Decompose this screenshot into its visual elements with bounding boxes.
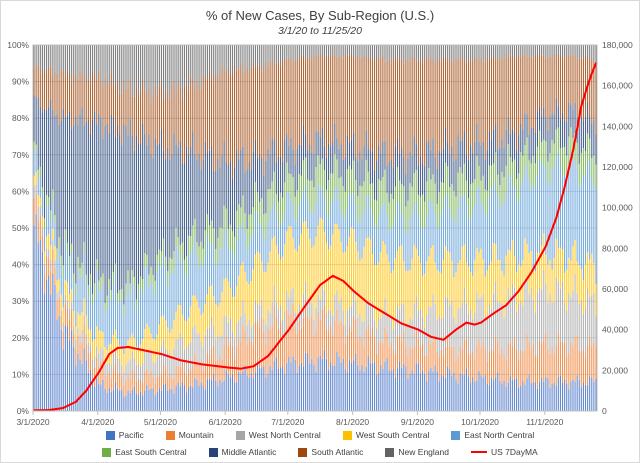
svg-text:60%: 60% — [12, 186, 29, 196]
svg-text:11/1/2020: 11/1/2020 — [526, 417, 563, 427]
legend-color-swatch — [165, 430, 175, 440]
chart-title: % of New Cases, By Sub-Region (U.S.) — [205, 8, 435, 23]
legend-item-east-south-central: East South Central — [102, 447, 187, 457]
svg-text:180,000: 180,000 — [602, 40, 633, 50]
chart-subtitle: 3/1/20 to 11/25/20 — [278, 25, 362, 37]
svg-text:140,000: 140,000 — [602, 121, 633, 131]
legend-color-swatch — [342, 430, 352, 440]
svg-text:0: 0 — [602, 406, 607, 416]
legend-label: Mountain — [178, 430, 214, 440]
legend-label: US 7DayMA — [490, 447, 538, 457]
svg-text:6/1/2020: 6/1/2020 — [209, 417, 242, 427]
legend-color-swatch — [102, 447, 112, 457]
legend-label: West North Central — [248, 430, 321, 440]
legend-label: West South Central — [355, 430, 430, 440]
svg-text:40%: 40% — [12, 260, 29, 270]
chart-legend-row-2: East South Central Middle Atlantic South A… — [1, 447, 639, 457]
svg-text:40,000: 40,000 — [602, 325, 628, 335]
svg-text:100%: 100% — [7, 40, 29, 50]
svg-text:5/1/2020: 5/1/2020 — [144, 417, 177, 427]
legend-color-swatch — [385, 447, 395, 457]
legend-color-swatch — [451, 430, 461, 440]
svg-text:120,000: 120,000 — [602, 162, 633, 172]
svg-text:7/1/2020: 7/1/2020 — [271, 417, 304, 427]
legend-color-swatch — [208, 447, 218, 457]
svg-text:80%: 80% — [12, 113, 29, 123]
svg-text:30%: 30% — [12, 296, 29, 306]
legend-item-west-south-central: West South Central — [342, 430, 430, 440]
legend-label: East South Central — [115, 447, 187, 457]
svg-text:90%: 90% — [12, 77, 29, 87]
legend-item-mountain: Mountain — [165, 430, 214, 440]
svg-text:80,000: 80,000 — [602, 243, 628, 253]
svg-text:9/1/2020: 9/1/2020 — [401, 417, 434, 427]
chart-legend-row-1: Pacific Mountain West North Central West So… — [1, 430, 639, 440]
svg-text:3/1/2020: 3/1/2020 — [16, 417, 49, 427]
svg-text:8/1/2020: 8/1/2020 — [336, 417, 369, 427]
svg-text:70%: 70% — [12, 150, 29, 160]
svg-text:4/1/2020: 4/1/2020 — [81, 417, 114, 427]
svg-text:0%: 0% — [17, 406, 30, 416]
legend-color-swatch — [235, 430, 245, 440]
legend-item-us-7dayma: US 7DayMA — [470, 447, 538, 457]
legend-line-swatch — [470, 451, 487, 453]
legend-item-middle-atlantic: Middle Atlantic — [208, 447, 277, 457]
legend-label: Pacific — [118, 430, 144, 440]
svg-text:10/1/2020: 10/1/2020 — [461, 417, 499, 427]
svg-text:20%: 20% — [12, 333, 29, 343]
legend-item-new-england: New England — [385, 447, 449, 457]
svg-text:60,000: 60,000 — [602, 284, 628, 294]
legend-item-south-atlantic: South Atlantic — [298, 447, 363, 457]
svg-text:100,000: 100,000 — [602, 203, 633, 213]
svg-text:50%: 50% — [12, 223, 29, 233]
legend-item-west-north-central: West North Central — [235, 430, 321, 440]
legend-label: New England — [398, 447, 449, 457]
legend-color-swatch — [105, 430, 115, 440]
legend-label: Middle Atlantic — [221, 447, 277, 457]
legend-item-pacific: Pacific — [105, 430, 144, 440]
svg-text:10%: 10% — [12, 369, 29, 379]
svg-text:20,000: 20,000 — [602, 365, 628, 375]
svg-text:160,000: 160,000 — [602, 81, 633, 91]
legend-label: South Atlantic — [311, 447, 364, 457]
legend-item-east-north-central: East North Central — [451, 430, 534, 440]
legend-color-swatch — [298, 447, 308, 457]
legend-label: East North Central — [464, 430, 535, 440]
